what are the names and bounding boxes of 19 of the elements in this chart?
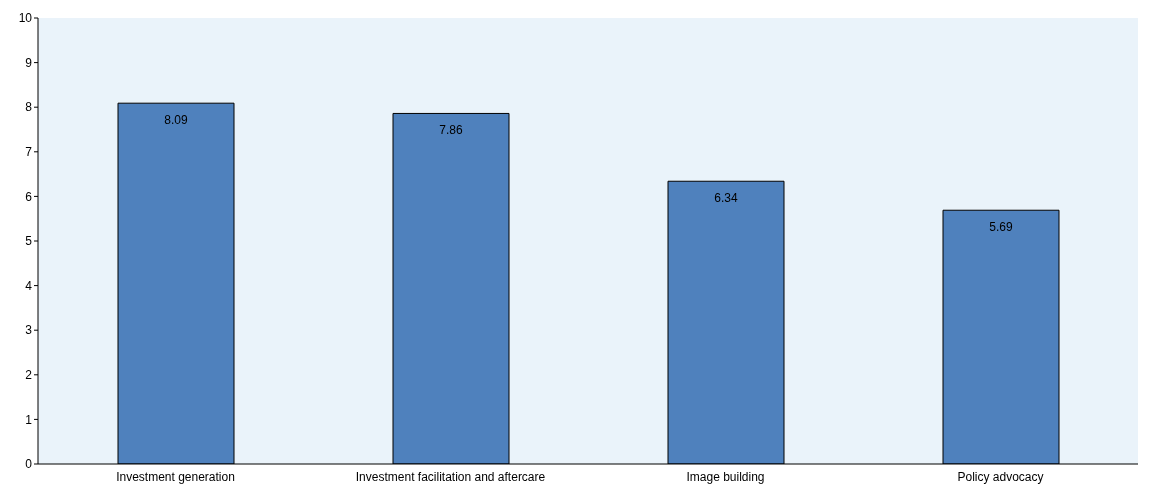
y-tick-label: 3	[25, 323, 33, 338]
data-label: 7.86	[439, 122, 463, 137]
y-tick-label: 0	[25, 457, 33, 472]
y-tick-label: 5	[25, 234, 33, 249]
x-tick-label: Investment generation	[116, 469, 235, 484]
y-tick-label: 4	[25, 278, 33, 293]
y-tick-label: 9	[25, 55, 33, 70]
data-label: 5.69	[989, 219, 1013, 234]
data-label: 6.34	[714, 190, 738, 205]
x-tick-label: Image building	[686, 469, 765, 484]
data-label: 8.09	[164, 112, 188, 127]
y-tick-label: 7	[25, 145, 33, 160]
x-tick-label: Investment facilitation and aftercare	[355, 469, 546, 484]
y-tick-label: 2	[25, 368, 33, 383]
y-tick-label: 10	[18, 11, 33, 26]
x-tick-label: Policy advocacy	[957, 469, 1044, 484]
y-tick-label: 1	[25, 412, 33, 427]
y-tick-label: 8	[25, 100, 33, 115]
y-tick-label: 6	[25, 189, 33, 204]
